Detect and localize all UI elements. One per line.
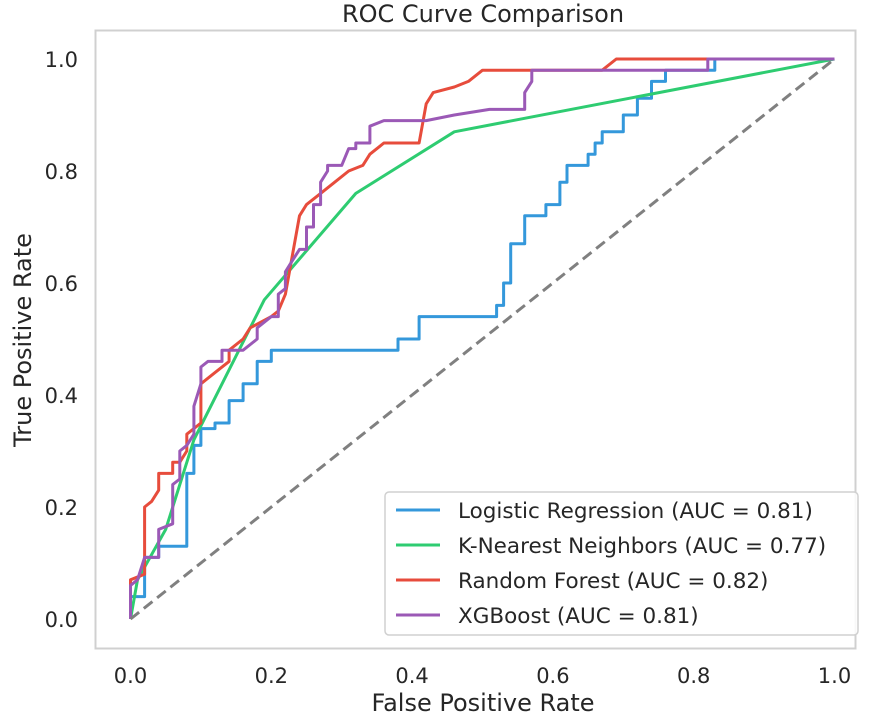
y-axis-label: True Positive Rate — [9, 233, 37, 448]
y-tick-label: 0.2 — [45, 496, 78, 520]
x-axis-label: False Positive Rate — [371, 689, 594, 717]
series-layer — [129, 57, 836, 621]
x-tick-label: 0.2 — [255, 664, 288, 688]
x-tick-labels: 0.0 0.2 0.4 0.6 0.8 1.0 — [114, 664, 851, 688]
y-tick-label: 0.0 — [45, 608, 78, 632]
y-tick-label: 0.8 — [45, 160, 78, 184]
legend-box — [384, 491, 859, 636]
series-line-logistic-regression — [129, 57, 835, 619]
chart-title: ROC Curve Comparison — [342, 0, 624, 28]
x-tick-label: 0.8 — [677, 664, 710, 688]
series-line-xgboost — [129, 57, 835, 619]
legend-label-random-forest: Random Forest (AUC = 0.82) — [458, 569, 768, 594]
y-tick-labels: 0.0 0.2 0.4 0.6 0.8 1.0 — [45, 48, 78, 632]
y-tick-label: 0.6 — [45, 272, 78, 296]
reference-diagonal-line — [129, 57, 836, 621]
series-line-k-nearest-neighbors — [129, 57, 835, 620]
x-tick-label: 1.0 — [818, 664, 851, 688]
x-tick-label: 0.6 — [536, 664, 569, 688]
y-tick-label: 0.4 — [45, 384, 78, 408]
legend-label-xgboost: XGBoost (AUC = 0.81) — [458, 604, 699, 629]
legend: Logistic Regression (AUC = 0.81) K-Neares… — [384, 491, 859, 636]
legend-label-k-nearest-neighbors: K-Nearest Neighbors (AUC = 0.77) — [458, 534, 826, 559]
x-tick-label: 0.0 — [114, 664, 147, 688]
y-tick-label: 1.0 — [45, 48, 78, 72]
x-tick-label: 0.4 — [395, 664, 428, 688]
legend-label-logistic-regression: Logistic Regression (AUC = 0.81) — [458, 499, 813, 524]
